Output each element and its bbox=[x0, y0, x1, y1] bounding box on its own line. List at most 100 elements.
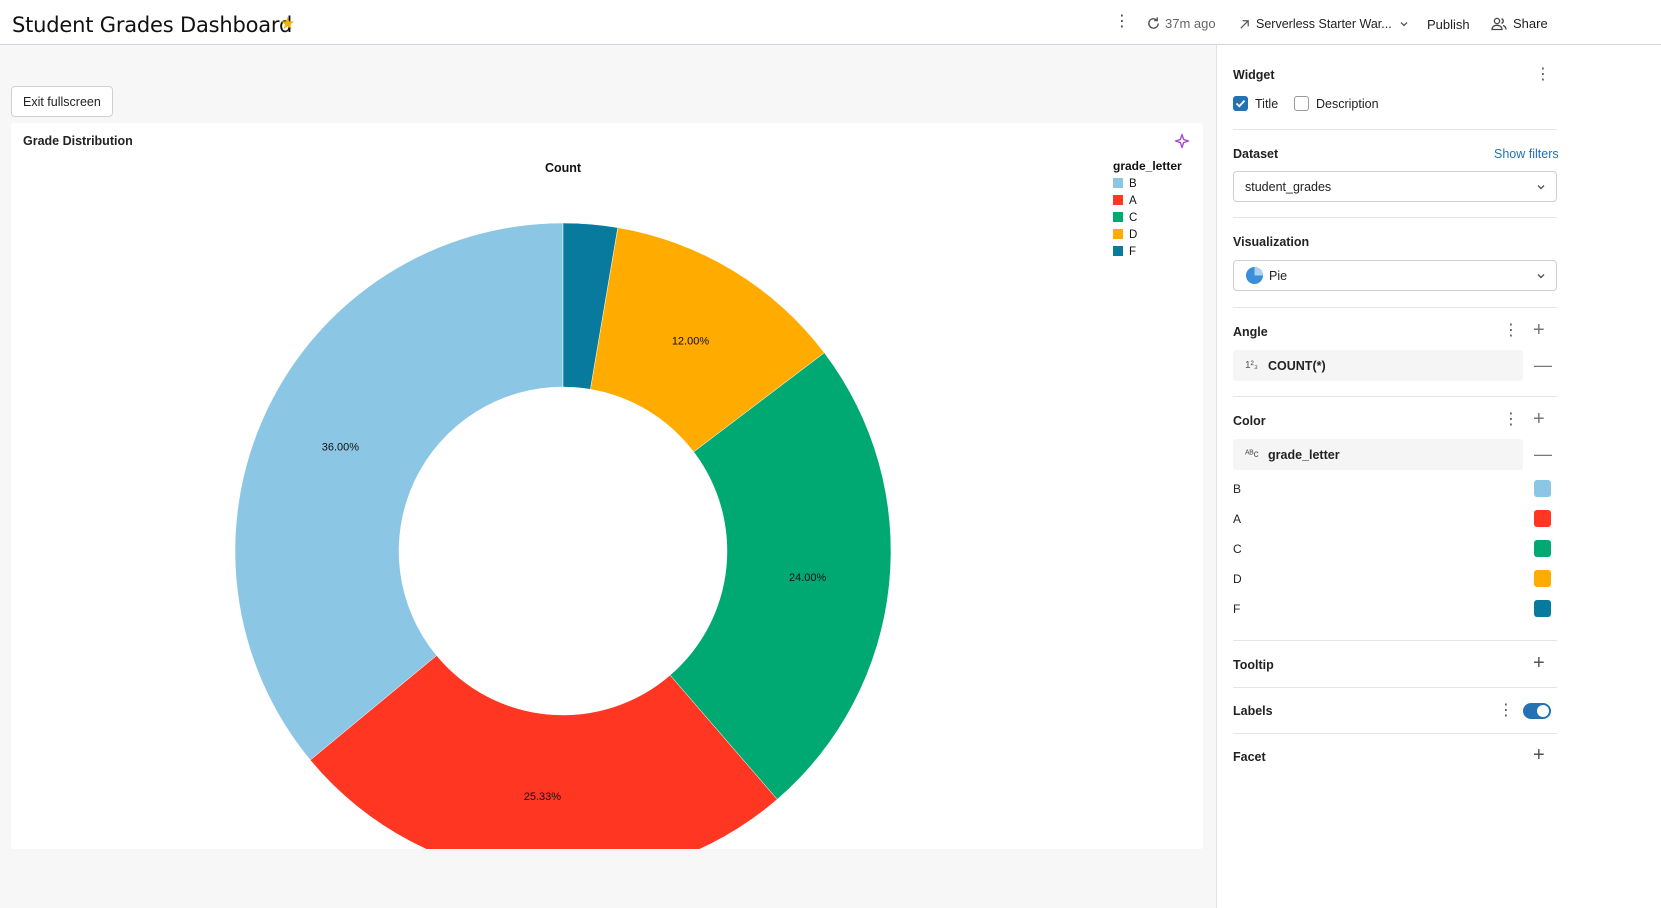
legend-swatch-A bbox=[1113, 195, 1123, 205]
legend-swatch-F bbox=[1113, 246, 1123, 256]
chevron-down-icon bbox=[1400, 22, 1408, 27]
dataset-value: student_grades bbox=[1245, 179, 1332, 194]
visualization-select[interactable]: Pie bbox=[1233, 260, 1557, 291]
donut-slice-D[interactable] bbox=[590, 227, 825, 453]
legend-label-F[interactable]: F bbox=[1129, 246, 1136, 258]
color-swatch[interactable] bbox=[1534, 570, 1551, 587]
add-color-icon[interactable]: + bbox=[1533, 408, 1545, 430]
angle-field[interactable]: 1²₃ COUNT(*) bbox=[1233, 350, 1523, 381]
description-checkbox-label: Description bbox=[1316, 97, 1379, 111]
color-row-label: B bbox=[1233, 482, 1242, 496]
show-filters-link[interactable]: Show filters bbox=[1494, 147, 1559, 161]
legend-label-C[interactable]: C bbox=[1129, 212, 1137, 224]
dashboard-header: Student Grades Dashboard ★ ⋮ 37m ago Ser… bbox=[0, 0, 1661, 45]
visualization-section-label: Visualization bbox=[1233, 235, 1310, 249]
color-swatch[interactable] bbox=[1534, 540, 1551, 557]
color-row-label: A bbox=[1233, 512, 1242, 526]
favorite-star-icon[interactable]: ★ bbox=[280, 14, 296, 33]
donut-slice-C[interactable] bbox=[669, 352, 892, 800]
users-icon bbox=[1491, 17, 1507, 30]
divider bbox=[1233, 129, 1557, 130]
color-more-icon[interactable]: ⋮ bbox=[1503, 411, 1519, 428]
angle-section-label: Angle bbox=[1233, 325, 1268, 339]
divider bbox=[1233, 396, 1557, 397]
divider bbox=[1233, 307, 1557, 308]
publish-button[interactable]: Publish bbox=[1427, 17, 1470, 32]
chart-widget[interactable]: Grade Distribution 36.00% 25.33% 24.00% 12.… bbox=[11, 123, 1203, 849]
refresh-button[interactable]: 37m ago bbox=[1146, 16, 1216, 31]
legend-title: grade_letter bbox=[1113, 159, 1182, 173]
exit-fullscreen-button[interactable]: Exit fullscreen bbox=[11, 86, 113, 117]
donut-slice-B[interactable] bbox=[234, 222, 564, 761]
slice-label-B: 36.00% bbox=[322, 441, 360, 453]
tooltip-section-label: Tooltip bbox=[1233, 658, 1274, 672]
warehouse-icon bbox=[1240, 19, 1249, 29]
more-options-icon[interactable]: ⋮ bbox=[1114, 13, 1130, 30]
page-title: Student Grades Dashboard bbox=[12, 13, 293, 37]
divider bbox=[1233, 733, 1557, 734]
labels-section-label: Labels bbox=[1233, 704, 1273, 718]
chevron-down-icon bbox=[1537, 274, 1545, 279]
add-tooltip-icon[interactable]: + bbox=[1533, 652, 1545, 674]
title-checkbox-label: Title bbox=[1255, 97, 1279, 111]
remove-color-icon[interactable]: — bbox=[1534, 444, 1552, 464]
divider bbox=[1233, 217, 1557, 218]
pie-chart-icon bbox=[1245, 266, 1264, 285]
widget-config-panel: Widget ⋮ Title Description Dataset Show … bbox=[1216, 45, 1661, 908]
dataset-select[interactable]: student_grades bbox=[1233, 171, 1557, 202]
color-row-label: F bbox=[1233, 602, 1241, 616]
color-swatch[interactable] bbox=[1534, 600, 1551, 617]
donut-slice-A[interactable] bbox=[309, 655, 778, 849]
color-field-name: grade_letter bbox=[1268, 447, 1340, 462]
divider bbox=[1233, 687, 1557, 688]
angle-field-name: COUNT(*) bbox=[1268, 358, 1326, 373]
legend-swatch-C bbox=[1113, 212, 1123, 222]
chevron-down-icon bbox=[1537, 185, 1545, 190]
description-checkbox[interactable] bbox=[1294, 96, 1309, 111]
color-swatch[interactable] bbox=[1534, 480, 1551, 497]
add-facet-icon[interactable]: + bbox=[1533, 744, 1545, 766]
angle-more-icon[interactable]: ⋮ bbox=[1503, 322, 1519, 339]
checkmark-icon bbox=[1235, 99, 1246, 108]
legend-swatch-D bbox=[1113, 229, 1123, 239]
share-label: Share bbox=[1513, 16, 1548, 31]
ai-assistant-icon[interactable] bbox=[1174, 133, 1190, 149]
widget-more-icon[interactable]: ⋮ bbox=[1535, 66, 1551, 83]
donut-slice-F[interactable] bbox=[562, 222, 619, 390]
slice-label-D: 12.00% bbox=[672, 336, 710, 348]
color-row-label: D bbox=[1233, 572, 1242, 586]
donut-chart: 36.00% 25.33% 24.00% 12.00% Count grade_let… bbox=[234, 159, 1182, 849]
divider bbox=[1233, 640, 1557, 641]
remove-angle-icon[interactable]: — bbox=[1534, 355, 1552, 375]
facet-section-label: Facet bbox=[1233, 750, 1266, 764]
title-checkbox[interactable] bbox=[1233, 96, 1248, 111]
legend-label-D[interactable]: D bbox=[1129, 229, 1137, 241]
color-section-label: Color bbox=[1233, 414, 1266, 428]
refresh-time: 37m ago bbox=[1165, 16, 1216, 31]
legend-label-B[interactable]: B bbox=[1129, 178, 1137, 190]
toggle-knob bbox=[1537, 705, 1549, 717]
labels-toggle[interactable] bbox=[1523, 703, 1551, 719]
chart-title: Count bbox=[545, 161, 582, 175]
refresh-icon bbox=[1148, 17, 1159, 29]
numeric-type-icon: 1²₃ bbox=[1245, 360, 1258, 371]
slice-label-A: 25.33% bbox=[524, 791, 562, 803]
add-angle-icon[interactable]: + bbox=[1533, 319, 1545, 341]
widget-section-label: Widget bbox=[1233, 68, 1275, 82]
warehouse-name: Serverless Starter War... bbox=[1256, 17, 1392, 31]
widget-title: Grade Distribution bbox=[23, 134, 133, 148]
dashboard-canvas: Exit fullscreen Grade Distribution 36.00… bbox=[0, 45, 1216, 908]
visualization-value: Pie bbox=[1269, 268, 1288, 283]
string-type-icon: ᴬᴮc bbox=[1245, 449, 1259, 460]
color-field[interactable]: ᴬᴮc grade_letter bbox=[1233, 439, 1523, 470]
legend-label-A[interactable]: A bbox=[1129, 195, 1137, 207]
share-button[interactable]: Share bbox=[1491, 16, 1548, 31]
slice-label-C: 24.00% bbox=[789, 572, 827, 584]
labels-more-icon[interactable]: ⋮ bbox=[1498, 702, 1514, 719]
color-swatch[interactable] bbox=[1534, 510, 1551, 527]
color-row-label: C bbox=[1233, 542, 1242, 556]
dataset-section-label: Dataset bbox=[1233, 147, 1279, 161]
warehouse-selector[interactable]: Serverless Starter War... bbox=[1238, 17, 1411, 31]
legend-swatch-B bbox=[1113, 178, 1123, 188]
